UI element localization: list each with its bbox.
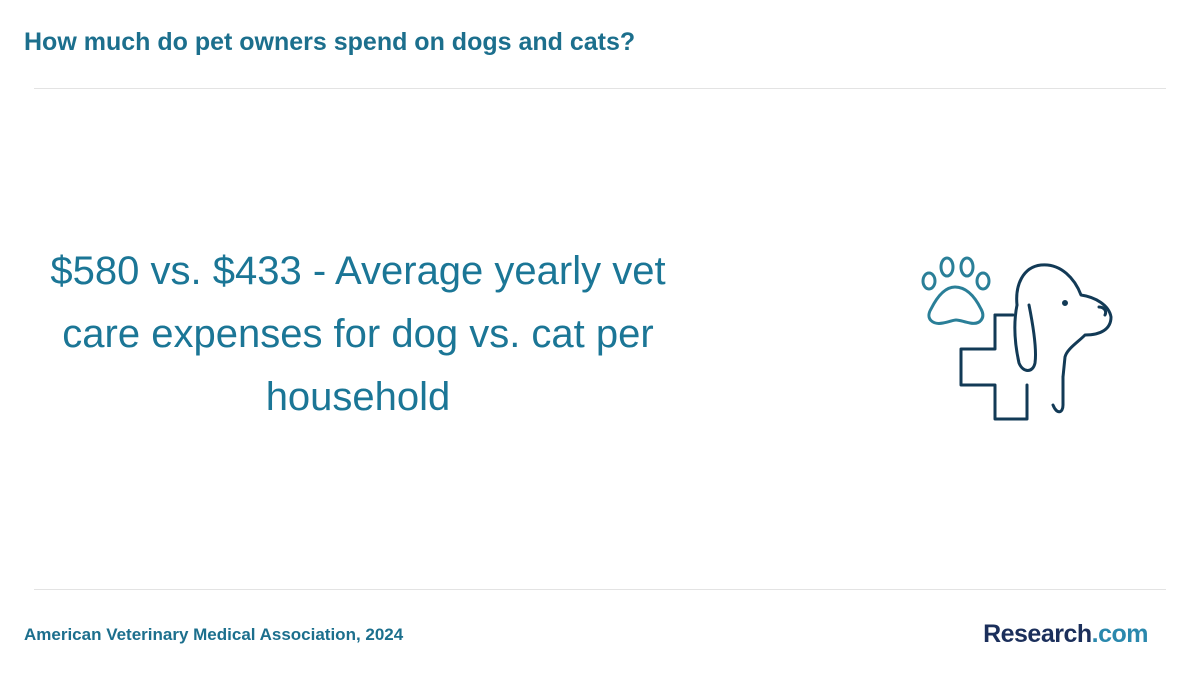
divider xyxy=(34,88,1166,89)
key-statement: $580 vs. $433 - Average yearly vet care … xyxy=(50,249,666,419)
brand-logo: Research.com xyxy=(983,620,1148,649)
vet-dog-icon xyxy=(959,263,1113,421)
source: American Veterinary Medical Association,… xyxy=(24,625,404,644)
title: How much do pet owners spend on dogs and… xyxy=(24,28,636,56)
pet-vet-icon xyxy=(921,256,1113,421)
divider xyxy=(34,589,1166,590)
paw-icon xyxy=(921,256,991,325)
brand-name: Research xyxy=(983,620,1092,648)
brand-domain: .com xyxy=(1091,620,1149,648)
